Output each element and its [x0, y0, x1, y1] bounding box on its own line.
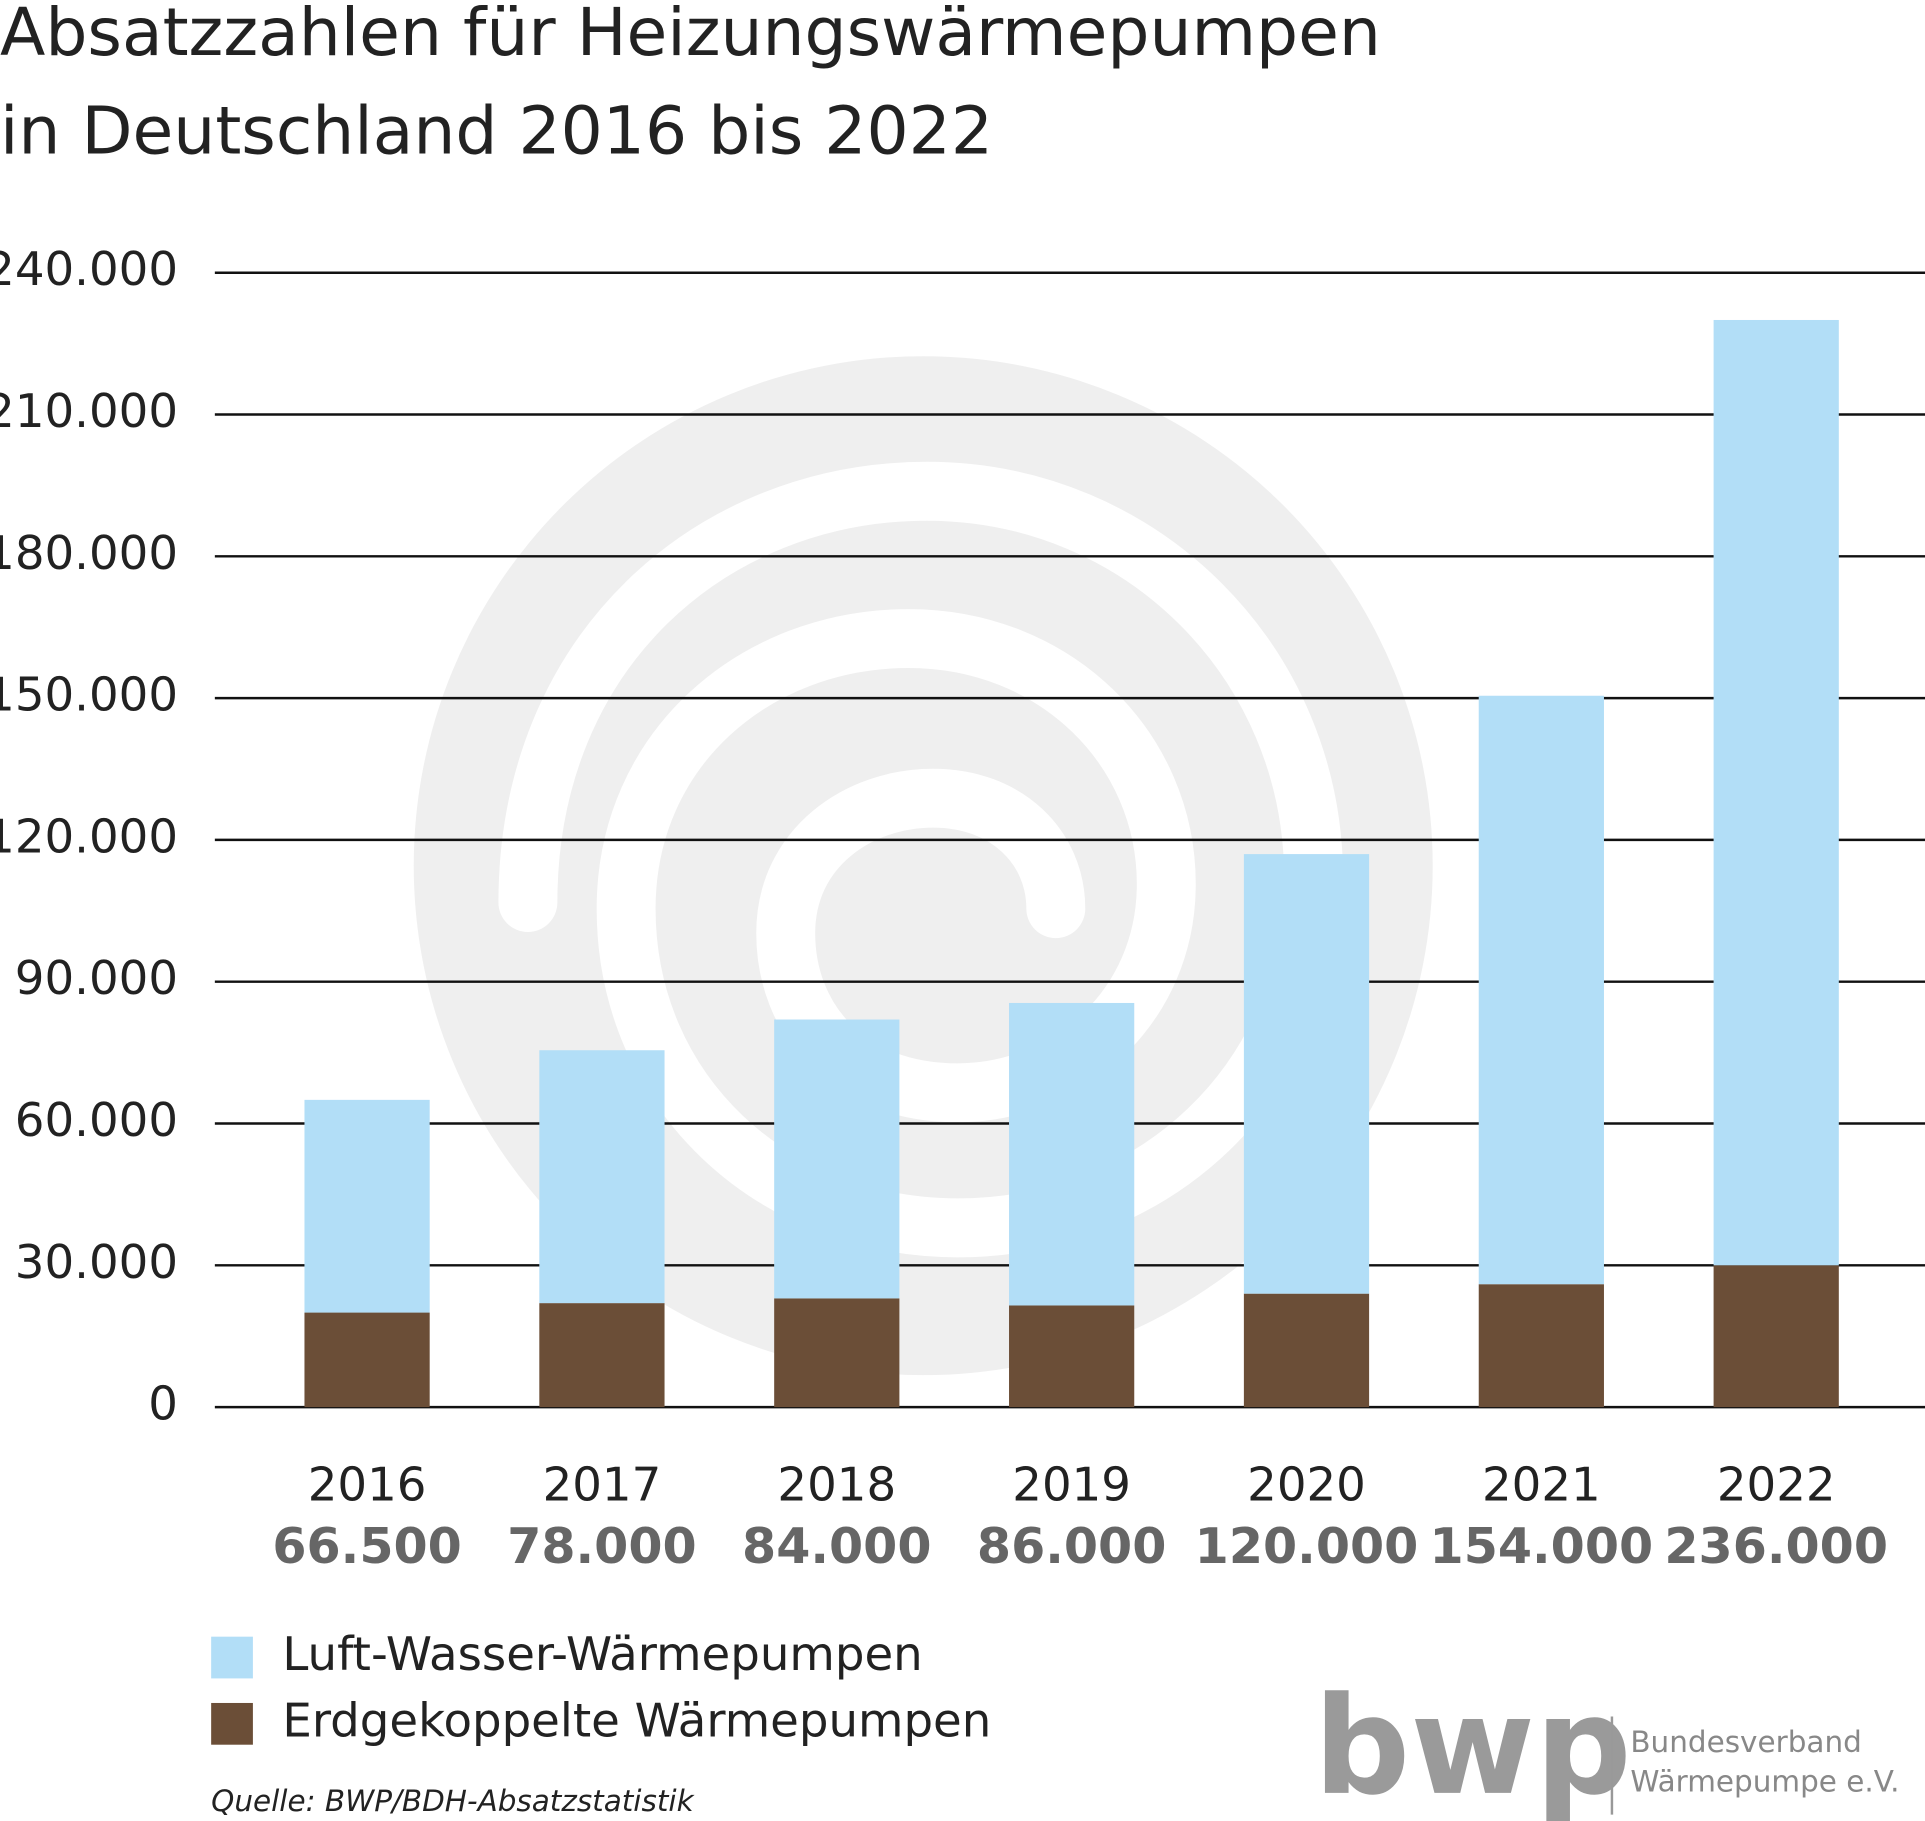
category-total: 84.000	[742, 1517, 931, 1575]
x-tick-label: 2021	[1482, 1459, 1601, 1513]
legend-swatch	[211, 1702, 253, 1745]
x-tick-label: 2018	[777, 1459, 896, 1513]
category-total: 120.000	[1195, 1517, 1419, 1575]
y-tick-label: 240.000	[0, 243, 178, 297]
x-tick-label: 2020	[1247, 1459, 1366, 1513]
y-tick-label: 150.000	[0, 669, 178, 723]
x-tick-label: 2016	[308, 1459, 427, 1513]
bar-segment	[1713, 319, 1839, 1266]
bar-segment	[774, 1019, 900, 1299]
chart-title: Absatzzahlen für Heizungswärmepumpen	[0, 0, 1381, 71]
y-tick-label: 210.000	[0, 385, 178, 439]
logo-text: Bundesverband	[1630, 1725, 1861, 1759]
x-tick-label: 2019	[1012, 1459, 1131, 1513]
bar-segment	[1478, 1284, 1604, 1408]
bar-segment	[774, 1298, 900, 1408]
logo-mark: bwp	[1314, 1668, 1632, 1821]
y-tick-label: 0	[148, 1378, 178, 1432]
y-tick-label: 60.000	[15, 1094, 178, 1148]
source: Quelle: BWP/BDH-Absatzstatistik	[211, 1784, 695, 1818]
bar-segment	[1009, 1305, 1135, 1408]
y-tick-label: 180.000	[0, 527, 178, 581]
legend-label: Erdgekoppelte Wärmepumpen	[282, 1694, 991, 1748]
bar-segment	[1009, 1002, 1135, 1306]
y-tick-label: 30.000	[15, 1236, 178, 1290]
legend-label: Luft-Wasser-Wärmepumpen	[282, 1628, 922, 1682]
y-tick-label: 90.000	[15, 952, 178, 1006]
logo-text: Wärmepumpe e.V.	[1630, 1764, 1899, 1798]
category-total: 78.000	[507, 1517, 696, 1575]
category-total: 66.500	[272, 1517, 461, 1575]
category-total: 236.000	[1664, 1517, 1888, 1575]
chart-title: in Deutschland 2016 bis 2022	[0, 91, 993, 169]
bar-segment	[1478, 695, 1604, 1285]
bar-segment	[304, 1312, 430, 1408]
bar-segment	[1243, 1293, 1370, 1408]
bar-segment	[539, 1303, 665, 1408]
bar-segment	[1713, 1265, 1839, 1408]
category-total: 154.000	[1430, 1517, 1654, 1575]
legend-swatch	[211, 1636, 253, 1679]
logo: bwp Bundesverband Wärmepumpe e.V.	[1314, 1668, 1900, 1821]
bar-segment	[1243, 854, 1370, 1294]
category-total: 86.000	[977, 1517, 1166, 1575]
y-tick-label: 120.000	[0, 810, 178, 864]
x-tick-label: 2022	[1717, 1459, 1836, 1513]
x-tick-label: 2017	[543, 1459, 662, 1513]
bar-segment	[539, 1050, 665, 1304]
background-spiral	[413, 356, 1433, 1376]
bar-segment	[304, 1099, 430, 1313]
